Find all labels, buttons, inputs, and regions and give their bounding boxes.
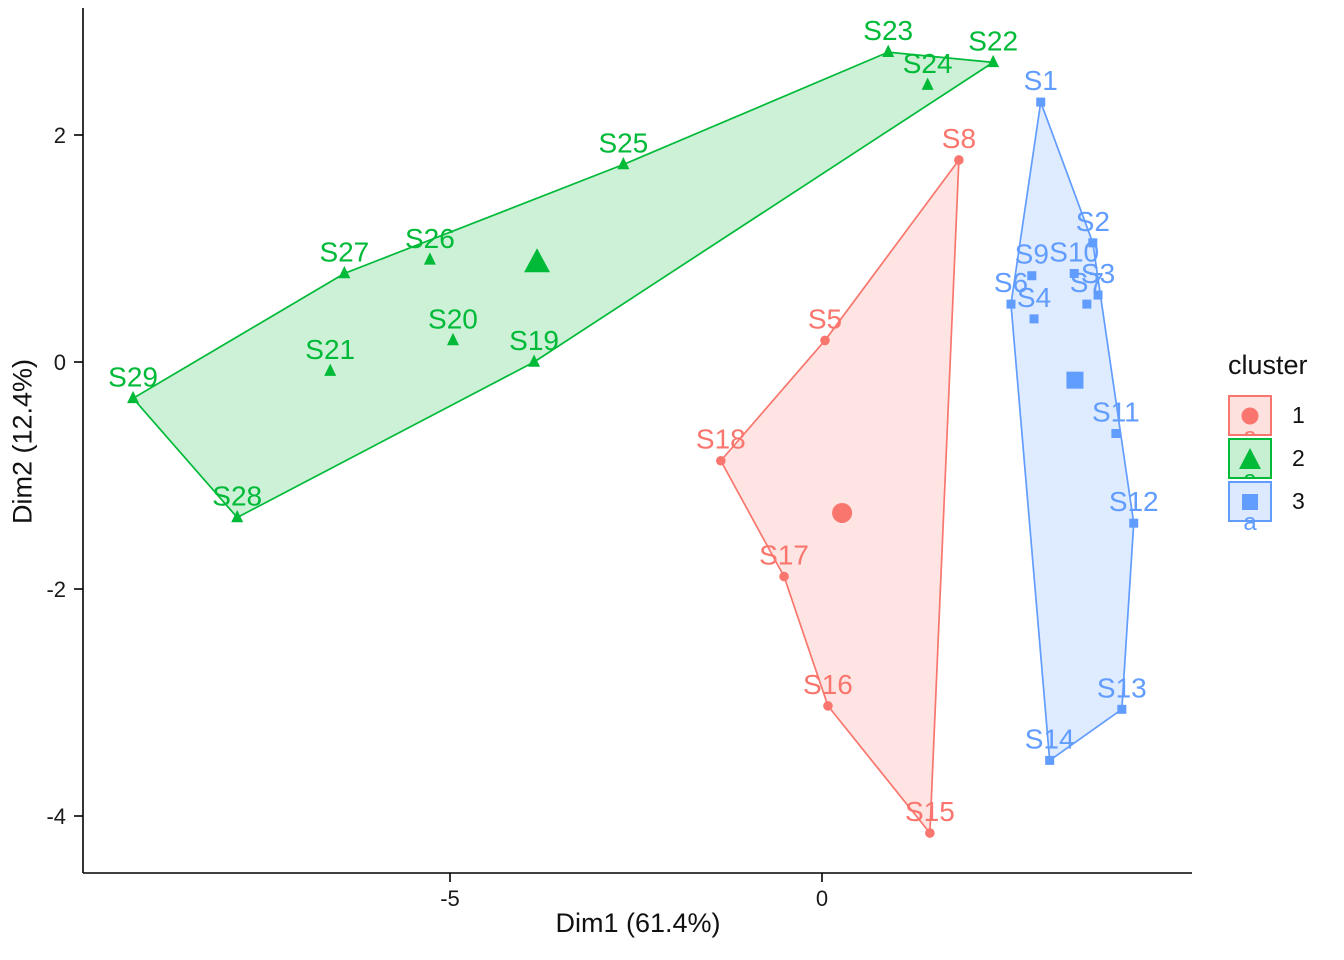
- point-marker: [1093, 290, 1103, 300]
- point-marker: [716, 455, 726, 466]
- x-tick-label: -5: [440, 886, 460, 911]
- point-label: S4: [1017, 282, 1051, 313]
- point-marker: [1006, 299, 1016, 309]
- cluster-1-circle-icon: a: [1228, 395, 1272, 436]
- point-label: S25: [598, 128, 648, 159]
- legend-item-label: 1: [1292, 402, 1305, 428]
- y-tick-label: -4: [46, 804, 66, 829]
- point-marker: [617, 157, 630, 170]
- point-label: S5: [808, 303, 842, 334]
- point-marker: [1027, 271, 1037, 281]
- point-marker: [528, 354, 541, 367]
- point-label: S11: [1092, 397, 1140, 428]
- point-marker: [1117, 704, 1127, 714]
- point-label: S23: [863, 15, 913, 46]
- point-label: S8: [942, 123, 976, 154]
- cluster-3-square-icon: a: [1228, 481, 1272, 535]
- legend-title: cluster: [1228, 350, 1308, 380]
- point-marker: [1088, 238, 1098, 248]
- y-tick-label: 0: [54, 350, 66, 375]
- point-marker: [1111, 429, 1121, 439]
- point-label: S17: [759, 540, 809, 571]
- point-marker: [987, 54, 1000, 68]
- legend-a-glyph: a: [1243, 509, 1257, 536]
- point-label: S27: [319, 236, 369, 267]
- legend-item-cluster-1: a 1: [1228, 395, 1308, 436]
- legend-item-cluster-3: a 3: [1228, 481, 1308, 535]
- point-label: S12: [1109, 486, 1159, 517]
- point-label: S13: [1097, 672, 1147, 703]
- point-marker: [921, 77, 934, 90]
- point-marker: [779, 571, 789, 582]
- point-label: S21: [305, 334, 355, 365]
- x-axis-label: Dim1 (61.4%): [555, 908, 721, 938]
- legend-item-label: 2: [1292, 445, 1305, 471]
- point-marker: [423, 252, 436, 265]
- point-label: S22: [968, 25, 1018, 56]
- cluster-2-triangle-icon: a: [1228, 438, 1272, 479]
- point-marker: [1029, 314, 1039, 324]
- point-marker: [823, 701, 833, 711]
- centroid-marker: [1066, 371, 1084, 389]
- point-label: S14: [1025, 723, 1075, 754]
- point-label: S10: [1049, 236, 1099, 267]
- square-marker-icon: [1242, 493, 1258, 510]
- point-label: S19: [509, 325, 559, 356]
- point-label: S29: [108, 361, 158, 392]
- point-marker: [446, 332, 459, 346]
- point-label: S24: [903, 48, 953, 79]
- point-label: S1: [1024, 65, 1058, 96]
- point-label: S20: [428, 303, 478, 334]
- point-label: S18: [696, 424, 746, 455]
- point-marker: [127, 390, 140, 404]
- point-label: S16: [803, 669, 853, 700]
- centroid-marker: [524, 248, 551, 273]
- point-marker: [1082, 299, 1092, 309]
- point-label: S26: [405, 223, 455, 254]
- point-marker: [820, 335, 830, 346]
- legend-item-cluster-2: a 2: [1228, 438, 1308, 479]
- point-marker: [231, 509, 244, 523]
- point-marker: [1045, 755, 1055, 765]
- point-label: S9: [1015, 239, 1049, 270]
- triangle-marker-icon: [1239, 447, 1261, 469]
- y-tick-label: -2: [46, 577, 66, 602]
- circle-marker-icon: [1241, 407, 1259, 424]
- point-marker: [1069, 268, 1079, 278]
- legend-item-label: 3: [1292, 488, 1305, 514]
- point-marker: [338, 265, 351, 279]
- y-tick-label: 2: [54, 123, 66, 148]
- point-marker: [324, 363, 337, 376]
- y-axis-label: Dim2 (12.4%): [7, 358, 38, 525]
- cluster-hull: [132, 51, 994, 519]
- x-tick-label: 0: [816, 886, 828, 911]
- point-marker: [925, 828, 935, 838]
- point-label: S28: [212, 480, 262, 511]
- cluster-hull: [719, 159, 960, 834]
- point-marker: [954, 155, 964, 165]
- legend-a-glyph: a: [1230, 468, 1270, 478]
- point-marker: [1036, 97, 1046, 107]
- point-label: S15: [905, 796, 955, 827]
- point-label: S6: [994, 267, 1028, 298]
- centroid-marker: [832, 502, 853, 523]
- legend-a-glyph: a: [1230, 425, 1270, 435]
- point-marker: [882, 44, 895, 57]
- legend: cluster a 1 a 2 a 3: [1228, 350, 1308, 535]
- point-label: S7: [1070, 267, 1104, 298]
- point-label: S3: [1081, 258, 1115, 289]
- point-label: S2: [1076, 206, 1110, 237]
- point-marker: [1129, 518, 1139, 528]
